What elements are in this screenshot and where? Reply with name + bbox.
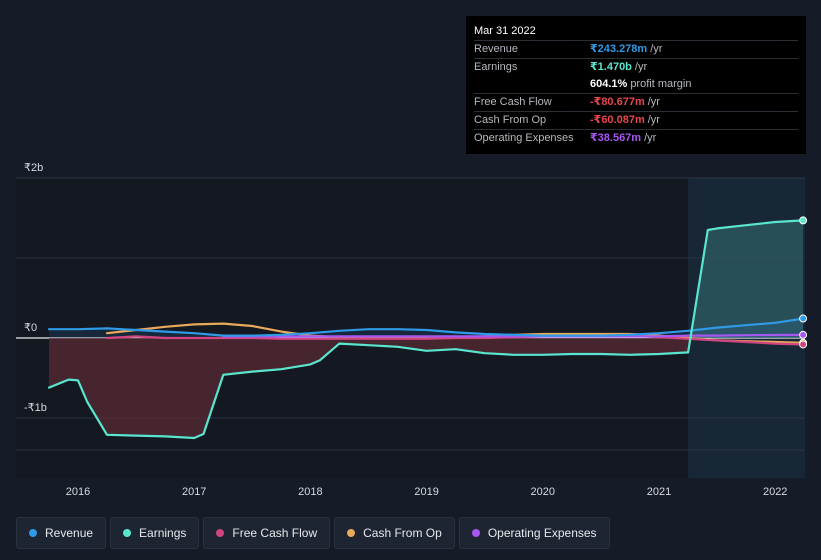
legend-dot-icon <box>471 529 480 537</box>
legend-label: Free Cash Flow <box>232 526 318 540</box>
tooltip-label: Free Cash Flow <box>474 96 552 108</box>
operating-expenses-end-point <box>799 330 808 339</box>
x-tick-label: 2020 <box>531 486 555 498</box>
tooltip-row-profit-margin: 604.1% profit margin <box>474 76 798 93</box>
legend-item-earnings[interactable]: Earnings <box>110 517 200 549</box>
y-tick-label: ₹2b <box>24 162 43 174</box>
tooltip-label: Cash From Op <box>474 114 547 126</box>
legend-dot-icon <box>347 529 356 537</box>
legend-label: Operating Expenses <box>487 526 597 540</box>
y-tick-label: -₹1b <box>24 402 47 414</box>
legend-item-operating-expenses[interactable]: Operating Expenses <box>458 517 610 549</box>
tooltip-row-operating-expenses: Operating Expenses ₹38.567m /yr <box>474 129 798 147</box>
legend-label: Revenue <box>45 526 94 540</box>
earnings-end-point <box>799 216 808 225</box>
tooltip-unit: /yr <box>634 61 648 73</box>
tooltip-row-earnings: Earnings ₹1.470b /yr <box>474 58 798 76</box>
legend-item-free-cash-flow[interactable]: Free Cash Flow <box>203 517 331 549</box>
tooltip-unit: profit margin <box>630 78 692 90</box>
tooltip-date: Mar 31 2022 <box>474 25 536 37</box>
legend-dot-icon <box>29 529 37 537</box>
chart-legend: Revenue Earnings Free Cash Flow Cash Fro… <box>16 517 610 549</box>
tooltip-value: ₹243.278m <box>590 43 648 55</box>
x-tick-label: 2022 <box>763 486 787 498</box>
data-tooltip: Mar 31 2022 Revenue ₹243.278m /yr Earnin… <box>466 16 806 154</box>
tooltip-value: 604.1% <box>590 78 628 90</box>
free-cash-flow-line <box>105 334 805 346</box>
x-tick-label: 2017 <box>182 486 206 498</box>
tooltip-value: -₹60.087m <box>590 114 645 126</box>
tooltip-label: Revenue <box>474 43 519 55</box>
legend-dot-icon <box>216 529 225 537</box>
tooltip-label: Operating Expenses <box>474 132 574 144</box>
legend-label: Earnings <box>139 526 187 540</box>
tooltip-value: ₹1.470b <box>590 61 632 73</box>
free-cash-flow-end-point <box>799 340 808 349</box>
earnings-line <box>47 219 805 440</box>
tooltip-label: Earnings <box>474 61 518 73</box>
legend-dot-icon <box>123 529 132 537</box>
tooltip-label <box>474 76 590 93</box>
series-lines <box>47 216 808 440</box>
legend-item-cash-from-op[interactable]: Cash From Op <box>334 517 455 549</box>
tooltip-unit: /yr <box>647 96 660 108</box>
legend-label: Cash From Op <box>363 526 442 540</box>
tooltip-row-free-cash-flow: Free Cash Flow -₹80.677m /yr <box>474 93 798 111</box>
tooltip-row-revenue: Revenue ₹243.278m /yr <box>474 40 798 58</box>
operating-expenses-line <box>222 333 805 338</box>
tooltip-unit: /yr <box>650 43 663 55</box>
x-tick-label: 2019 <box>414 486 438 498</box>
revenue-line <box>47 317 805 337</box>
axis-labels: ₹2b ₹0 -₹1b 2016 2017 2018 2019 2020 2021 2022 <box>24 162 787 498</box>
tooltip-value: -₹80.677m <box>590 96 645 108</box>
revenue-end-point <box>799 314 808 323</box>
x-tick-label: 2021 <box>647 486 671 498</box>
tooltip-unit: /yr <box>647 114 660 126</box>
tooltip-value: ₹38.567m <box>590 132 642 144</box>
earnings-negative-area <box>49 338 804 438</box>
x-tick-label: 2018 <box>298 486 322 498</box>
x-tick-label: 2016 <box>66 486 90 498</box>
tooltip-unit: /yr <box>644 132 657 144</box>
tooltip-row-cash-from-op: Cash From Op -₹60.087m /yr <box>474 111 798 129</box>
y-tick-label: ₹0 <box>24 322 37 334</box>
legend-item-revenue[interactable]: Revenue <box>16 517 107 549</box>
